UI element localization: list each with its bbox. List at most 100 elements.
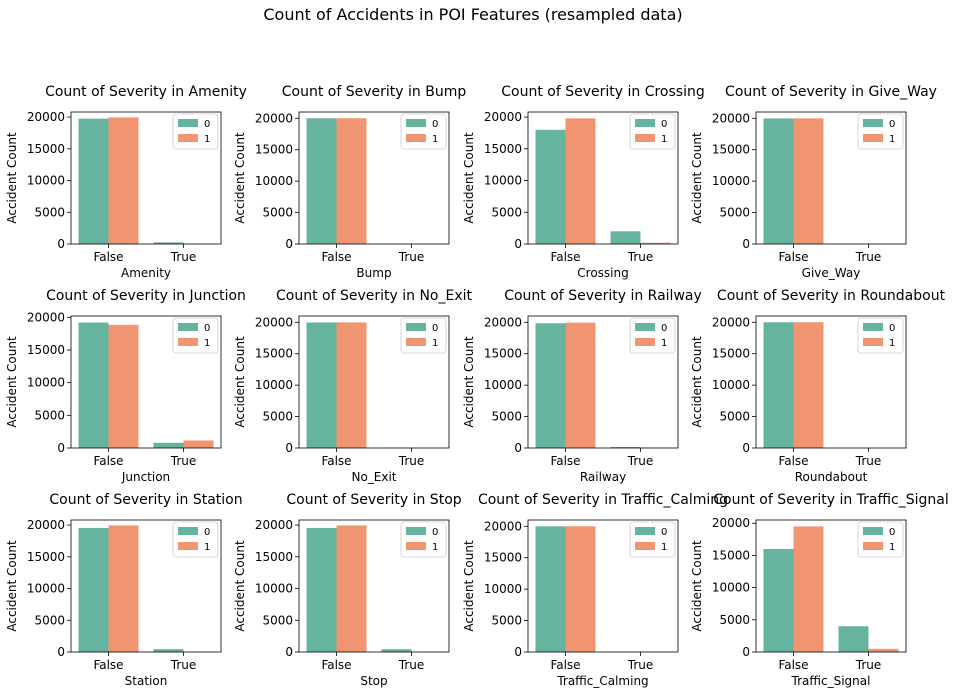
x-tick-label: False (93, 658, 123, 672)
y-axis-label: Accident Count (462, 336, 476, 428)
axes-frame (70, 519, 222, 653)
y-tick-label: 15000 (27, 142, 65, 156)
y-tick-label: 0 (742, 645, 750, 659)
x-axis-label: Junction (121, 470, 170, 484)
bar-true-severity-0 (610, 231, 641, 244)
y-tick-label: 15000 (27, 550, 65, 564)
figure-title: Count of Accidents in POI Features (resa… (263, 5, 682, 24)
x-tick-label: False (550, 250, 580, 264)
y-tick-label: 20000 (255, 518, 293, 532)
x-axis-label: Bump (356, 266, 391, 280)
y-tick-label: 5000 (262, 206, 293, 220)
subplot-traffic_signal: Count of Severity in Traffic_Signal 0 5000… (690, 492, 949, 688)
bar-false-severity-1 (108, 117, 139, 244)
x-axis-label: Give_Way (802, 266, 861, 280)
x-tick-label: True (398, 454, 425, 468)
subplot-title: Count of Severity in Railway (504, 288, 702, 304)
legend-swatch-0 (406, 527, 426, 535)
bar-false-severity-1 (793, 118, 824, 244)
x-tick-label: False (778, 250, 808, 264)
y-tick-label: 15000 (255, 143, 293, 157)
y-tick-label: 15000 (484, 347, 522, 361)
y-tick-label: 10000 (255, 378, 293, 392)
legend-label-1: 1 (661, 338, 667, 349)
y-tick-label: 0 (742, 237, 750, 251)
subplot-crossing: Count of Severity in Crossing 0 5000 10000 1… (462, 84, 705, 280)
y-tick-label: 20000 (712, 315, 750, 329)
legend-label-0: 0 (661, 527, 667, 538)
bar-true-severity-0 (381, 649, 412, 652)
y-tick-label: 15000 (27, 343, 65, 357)
axes-frame (298, 519, 450, 653)
x-tick-label: False (550, 454, 580, 468)
legend-swatch-0 (863, 119, 883, 127)
bar-false-severity-1 (565, 322, 596, 448)
x-tick-label: False (778, 658, 808, 672)
legend-label-0: 0 (204, 119, 210, 130)
y-tick-label: 10000 (712, 378, 750, 392)
y-tick-label: 10000 (27, 376, 65, 390)
axes-frame (70, 111, 222, 245)
legend-label-1: 1 (889, 338, 895, 349)
bar-false-severity-0 (306, 118, 337, 244)
axes-frame (298, 111, 450, 245)
y-tick-label: 0 (285, 645, 293, 659)
x-tick-label: True (627, 658, 654, 672)
x-tick-label: False (321, 250, 351, 264)
legend-swatch-1 (178, 134, 198, 142)
bar-false-severity-0 (78, 527, 109, 652)
bar-false-severity-1 (793, 526, 824, 652)
x-tick-label: False (778, 454, 808, 468)
bar-false-severity-1 (565, 526, 596, 652)
y-axis-label: Accident Count (233, 336, 247, 428)
x-axis-label: Traffic_Signal (791, 674, 871, 688)
y-tick-label: 0 (57, 237, 65, 251)
bar-false-severity-1 (793, 322, 824, 448)
y-tick-label: 15000 (255, 347, 293, 361)
subplot-grid: Count of Severity in Amenity050001000015… (5, 84, 949, 688)
y-axis-label: Accident Count (5, 132, 19, 224)
y-tick-label: 0 (285, 441, 293, 455)
legend-label-1: 1 (661, 542, 667, 553)
y-tick-label: 15000 (712, 347, 750, 361)
subplot-junction: Count of Severity in Junction 0 5000 10000 1… (5, 288, 246, 484)
legend-swatch-0 (178, 119, 198, 127)
legend-swatch-0 (635, 527, 655, 535)
legend-label-0: 0 (432, 323, 438, 334)
legend-label-0: 0 (889, 119, 895, 130)
subplot-station: Count of Severity in Station 0 5000 10000 15… (5, 492, 243, 688)
legend-swatch-0 (178, 527, 198, 535)
legend-label-1: 1 (661, 134, 667, 145)
y-tick-label: 5000 (262, 613, 293, 627)
subplot-amenity: Count of Severity in Amenity 0 5000 10000 15… (5, 84, 247, 280)
x-tick-label: True (855, 250, 882, 264)
legend-swatch-0 (863, 323, 883, 331)
legend-label-0: 0 (432, 527, 438, 538)
y-tick-label: 5000 (34, 408, 65, 422)
bar-false-severity-0 (763, 548, 794, 652)
y-tick-label: 15000 (712, 143, 750, 157)
subplot-roundabout: Count of Severity in Roundabout 0 5000 1000… (690, 288, 946, 484)
y-tick-label: 10000 (712, 581, 750, 595)
subplot-railway: Count of Severity in Railway 0 5000 10000 15… (462, 288, 702, 484)
y-tick-label: 10000 (484, 378, 522, 392)
bar-true-severity-0 (153, 242, 184, 244)
y-tick-label: 5000 (719, 613, 750, 627)
bar-false-severity-0 (763, 118, 794, 244)
bar-false-severity-0 (535, 323, 566, 448)
y-tick-label: 0 (57, 645, 65, 659)
axes-frame (70, 315, 222, 449)
y-tick-label: 20000 (712, 516, 750, 530)
subplot-title: Count of Severity in Roundabout (717, 288, 946, 304)
y-tick-label: 20000 (712, 111, 750, 125)
y-tick-label: 20000 (484, 110, 522, 124)
y-tick-label: 20000 (484, 519, 522, 533)
subplot-title: Count of Severity in Traffic_Signal (713, 492, 949, 508)
legend-label-1: 1 (432, 542, 438, 553)
legend-swatch-1 (406, 338, 426, 346)
legend-swatch-0 (635, 323, 655, 331)
subplot-title: Count of Severity in Junction (46, 288, 246, 304)
y-tick-label: 10000 (255, 174, 293, 188)
x-axis-label: No_Exit (351, 470, 396, 484)
y-tick-label: 5000 (491, 205, 522, 219)
